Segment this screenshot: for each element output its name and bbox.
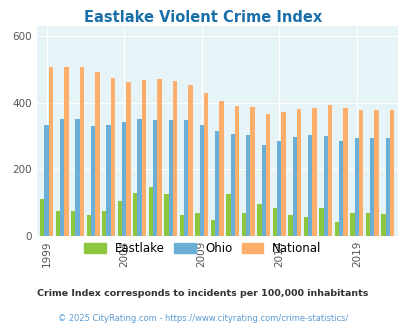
- Bar: [276, 141, 281, 236]
- Bar: [75, 119, 80, 236]
- Bar: [133, 193, 137, 236]
- Bar: [117, 201, 121, 236]
- Bar: [49, 67, 53, 236]
- Bar: [334, 222, 338, 236]
- Bar: [86, 215, 91, 236]
- Text: © 2025 CityRating.com - https://www.cityrating.com/crime-statistics/: © 2025 CityRating.com - https://www.city…: [58, 314, 347, 323]
- Bar: [215, 131, 219, 236]
- Bar: [55, 211, 60, 236]
- Bar: [373, 110, 378, 236]
- Bar: [122, 122, 126, 236]
- Bar: [234, 106, 239, 236]
- Bar: [44, 124, 49, 236]
- Bar: [153, 119, 157, 236]
- Bar: [226, 194, 230, 236]
- Bar: [307, 135, 312, 236]
- Bar: [296, 109, 301, 236]
- Text: Eastlake Violent Crime Index: Eastlake Violent Crime Index: [84, 10, 321, 25]
- Bar: [365, 213, 369, 236]
- Bar: [137, 119, 141, 236]
- Bar: [369, 138, 373, 236]
- Bar: [281, 112, 285, 236]
- Bar: [141, 80, 146, 236]
- Text: Crime Index corresponds to incidents per 100,000 inhabitants: Crime Index corresponds to incidents per…: [37, 289, 368, 298]
- Bar: [102, 211, 106, 236]
- Bar: [126, 82, 130, 236]
- Bar: [380, 214, 385, 236]
- Bar: [327, 105, 331, 236]
- Bar: [64, 67, 68, 236]
- Bar: [80, 67, 84, 236]
- Bar: [323, 136, 327, 236]
- Bar: [245, 135, 250, 236]
- Bar: [199, 125, 203, 236]
- Bar: [157, 79, 161, 236]
- Bar: [265, 114, 270, 236]
- Bar: [168, 120, 173, 236]
- Bar: [288, 215, 292, 236]
- Bar: [95, 72, 99, 236]
- Bar: [312, 108, 316, 236]
- Bar: [303, 217, 307, 236]
- Bar: [203, 93, 208, 236]
- Bar: [91, 126, 95, 236]
- Bar: [385, 138, 389, 236]
- Bar: [219, 101, 223, 236]
- Bar: [210, 220, 215, 236]
- Bar: [350, 213, 354, 236]
- Bar: [338, 141, 343, 236]
- Bar: [173, 81, 177, 236]
- Bar: [183, 119, 188, 236]
- Bar: [257, 204, 261, 236]
- Bar: [358, 110, 362, 236]
- Bar: [389, 110, 393, 236]
- Legend: Eastlake, Ohio, National: Eastlake, Ohio, National: [79, 237, 326, 260]
- Bar: [241, 213, 245, 236]
- Bar: [179, 215, 183, 236]
- Bar: [111, 78, 115, 236]
- Bar: [318, 208, 323, 236]
- Bar: [230, 134, 234, 236]
- Bar: [292, 137, 296, 236]
- Bar: [71, 211, 75, 236]
- Bar: [195, 213, 199, 236]
- Bar: [164, 194, 168, 236]
- Bar: [60, 119, 64, 236]
- Bar: [106, 124, 111, 236]
- Bar: [354, 138, 358, 236]
- Bar: [148, 187, 153, 236]
- Bar: [40, 199, 44, 236]
- Bar: [343, 108, 347, 236]
- Bar: [261, 146, 265, 236]
- Bar: [272, 208, 276, 236]
- Bar: [250, 107, 254, 236]
- Bar: [188, 84, 192, 236]
